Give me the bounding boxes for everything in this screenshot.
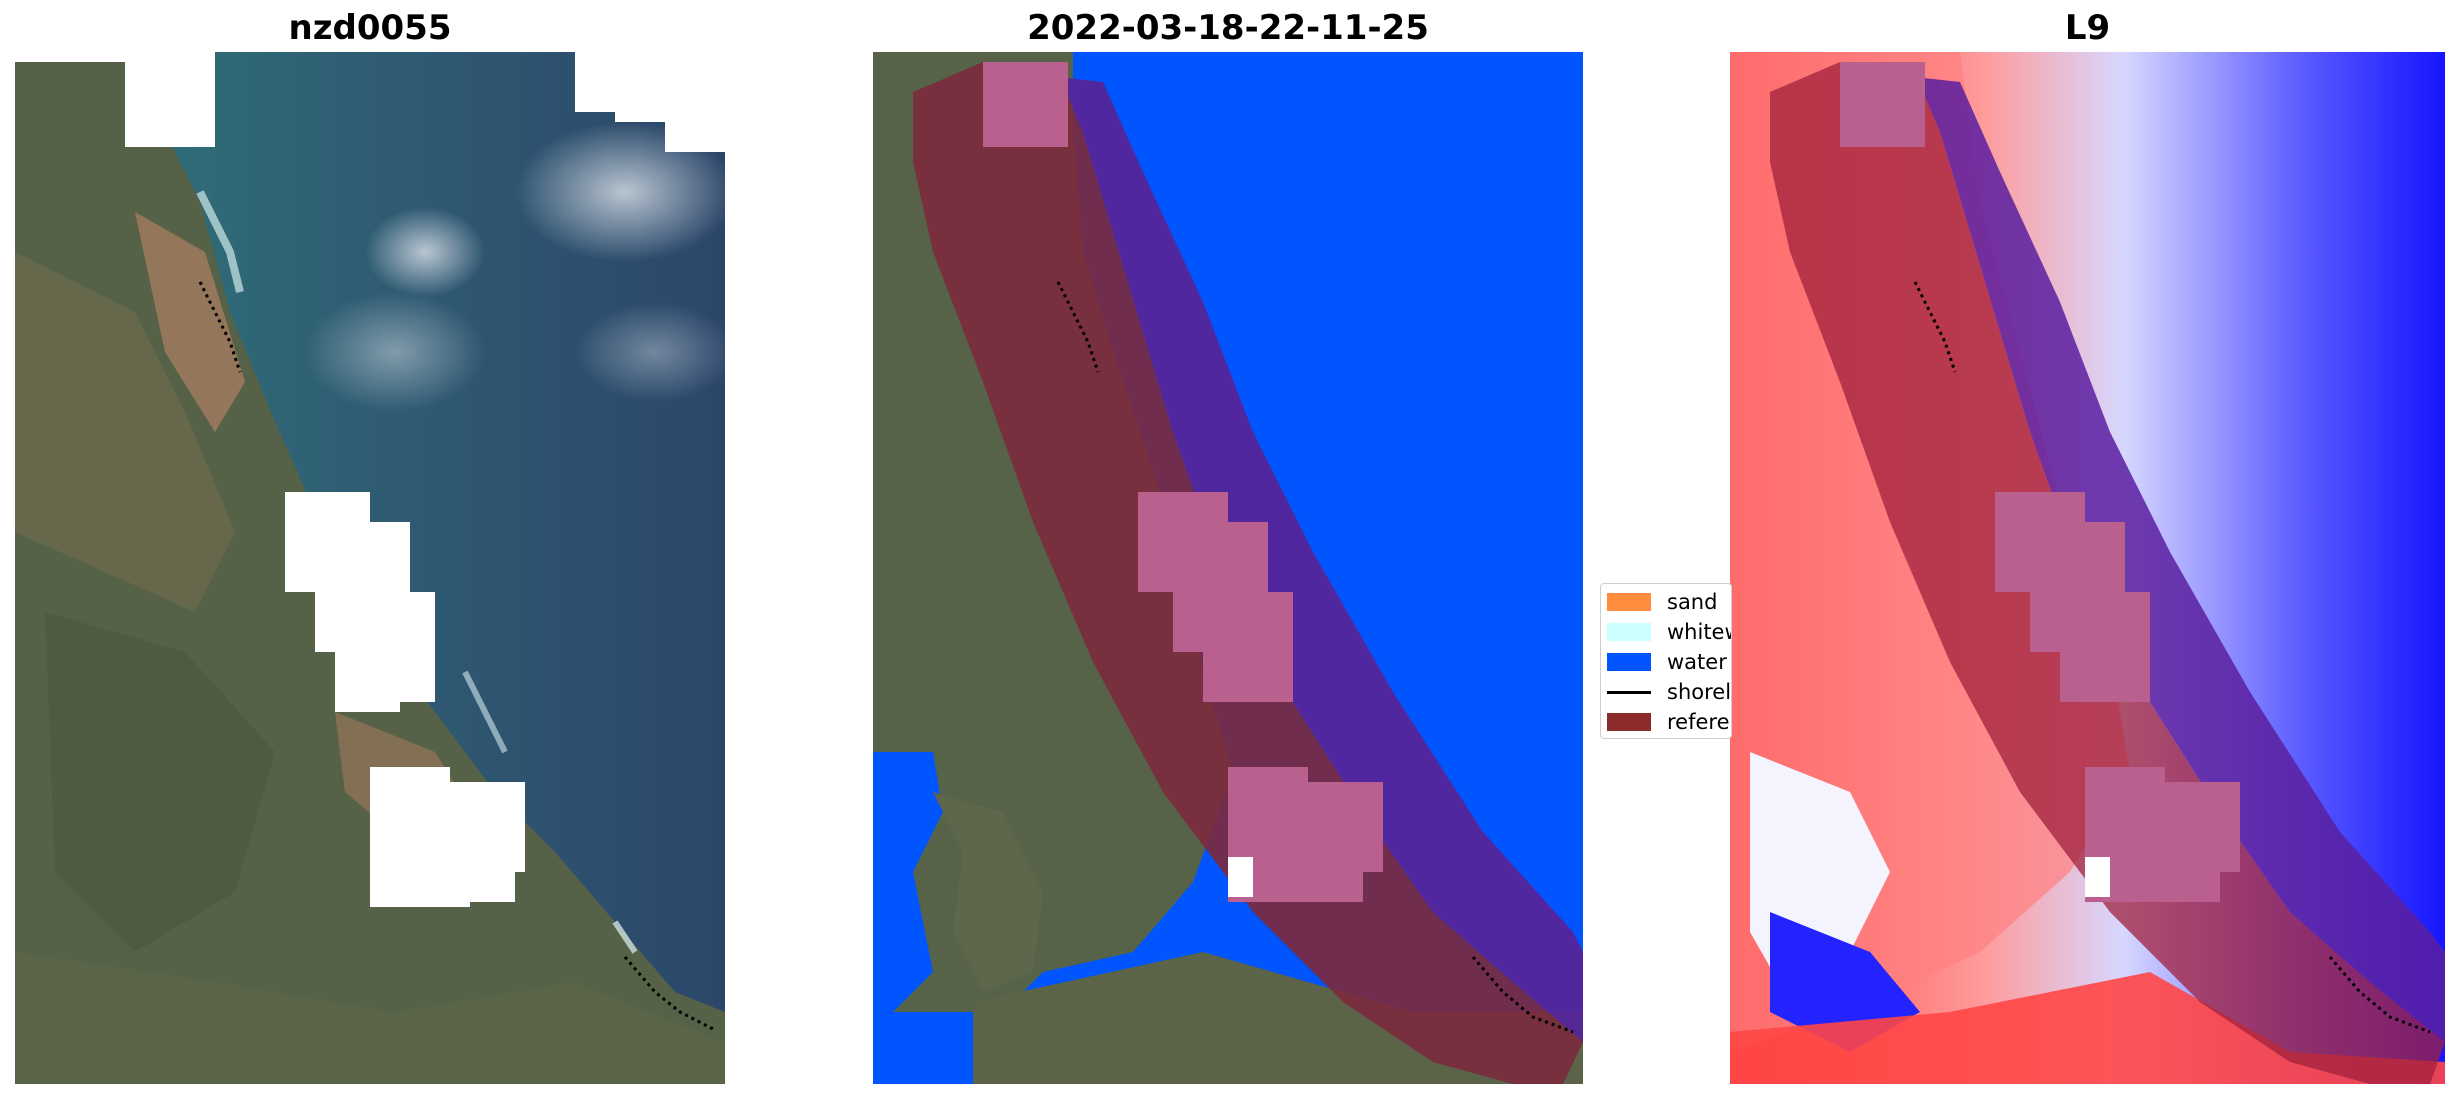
legend-label-reference: referer xyxy=(1667,710,1732,734)
legend-item-reference: referer xyxy=(1607,707,1732,737)
legend-label-water: water xyxy=(1667,650,1727,674)
shoreline-line-icon xyxy=(1607,690,1651,694)
whitewater-swatch xyxy=(1607,623,1651,641)
panel-title-index: L9 xyxy=(2064,8,2111,48)
index-image-panel xyxy=(1730,52,2445,1084)
rgb-satellite-image xyxy=(15,52,725,1084)
panel-title-rgb: nzd0055 xyxy=(288,8,452,48)
legend-label-shoreline: shorel xyxy=(1667,680,1732,704)
legend-item-water: water xyxy=(1607,647,1727,677)
reference-swatch xyxy=(1607,713,1651,731)
classified-image-panel xyxy=(873,52,1583,1084)
index-image xyxy=(1730,52,2445,1084)
classified-image xyxy=(873,52,1583,1084)
water-swatch xyxy=(1607,653,1651,671)
panel-title-classified: 2022-03-18-22-11-25 xyxy=(1027,8,1429,48)
legend-label-sand: sand xyxy=(1667,590,1718,614)
legend-item-sand: sand xyxy=(1607,587,1717,617)
legend-item-shoreline: shorel xyxy=(1607,677,1731,707)
sand-swatch xyxy=(1607,593,1651,611)
rgb-image-panel xyxy=(15,52,725,1084)
